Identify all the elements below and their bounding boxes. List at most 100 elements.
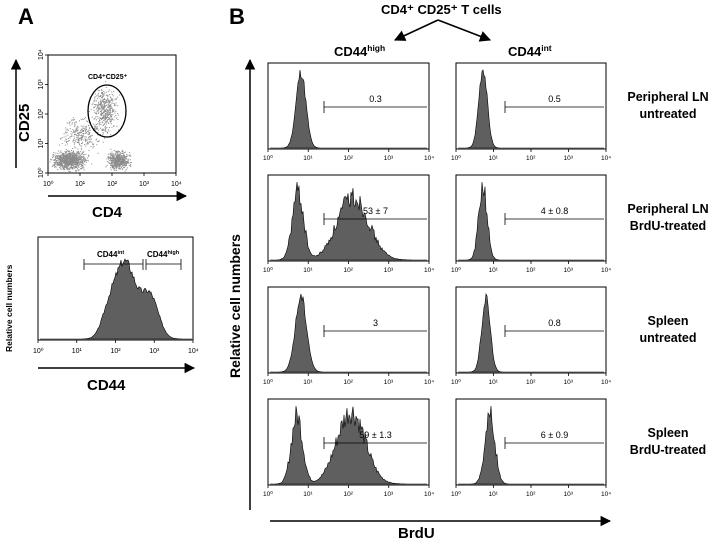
gate-value-int: 4 ± 0.8 [541, 206, 568, 216]
gate-value-high: 59 ± 1.3 [359, 430, 391, 440]
row-label-treatment: BrdU-treated [630, 219, 706, 233]
histogram-fill [458, 69, 604, 149]
panel-b-letter: B [229, 4, 245, 29]
brdu-x-tick-label: 10² [526, 155, 536, 162]
histogram-high-row-4: 59 ± 1.3 10⁰ 10¹ 10² 10³ 10⁴ [263, 398, 434, 498]
cd44-x-tick-label: 10¹ [72, 348, 83, 355]
brdu-x-tick-label: 10¹ [303, 267, 313, 274]
brdu-x-tick-label: 10³ [384, 155, 394, 162]
brdu-x-tick-label: 10¹ [489, 155, 499, 162]
gate-value-high: 53 ± 7 [363, 206, 388, 216]
row-label-tissue: Peripheral LN [627, 202, 708, 216]
brdu-x-tick-label: 10⁰ [263, 154, 273, 162]
brdu-x-tick-label: 10⁰ [263, 490, 273, 498]
cd44-x-tick-label: 10⁰ [33, 347, 44, 355]
cd4-cd25-gate [87, 84, 127, 138]
histogram-frame [455, 398, 607, 486]
gate-value-high: 3 [373, 318, 378, 328]
brdu-histogram-grid: 0.3 10⁰ 10¹ 10² 10³ 10⁴ 0.5 10⁰ 10¹ 10² 10³ 10⁴ Peri… [263, 62, 709, 498]
dotplot-x-tick-label: 10¹ [75, 181, 86, 188]
brdu-x-tick-label: 10⁴ [601, 379, 611, 386]
cd44-axis-label: CD44 [87, 377, 126, 394]
gate-value-high: 0.3 [369, 94, 382, 104]
histogram-high-row-1: 0.3 10⁰ 10¹ 10² 10³ 10⁴ [263, 62, 434, 162]
brdu-x-tick-label: 10⁴ [601, 267, 611, 274]
brdu-x-tick-label: 10⁰ [263, 378, 273, 386]
brdu-x-tick-label: 10³ [384, 379, 394, 386]
brdu-x-tick-label: 10⁴ [424, 379, 434, 386]
svg-text:CD44int: CD44int [97, 250, 124, 259]
brdu-x-tick-label: 10¹ [489, 267, 499, 274]
gate-value-int: 6 ± 0.9 [541, 430, 568, 440]
panel-b-header: CD4⁺ CD25⁺ T cells [381, 2, 502, 17]
dotplot-y-tick-label: 10¹ [38, 138, 45, 149]
cd44-histogram-fill [40, 258, 192, 340]
cd44-int-label: CD44 [97, 250, 118, 259]
svg-text:CD44high: CD44high [334, 43, 385, 59]
svg-text:CD44int: CD44int [508, 43, 552, 59]
dotplot-x-tick-label: 10² [107, 181, 118, 188]
cd4-cd25-dotplot: CD4⁺CD25⁺ 10⁰ 10¹ 10² 10³ 10⁴ 10⁰ 10¹ 10² 10³ 10… [10, 49, 188, 221]
dotplot-y-tick-label: 10⁰ [37, 167, 45, 178]
gate-label: CD4⁺CD25⁺ [88, 74, 128, 81]
arrow-to-high [393, 19, 439, 41]
dotplot-y-tick-label: 10² [38, 108, 45, 119]
brdu-x-tick-label: 10³ [564, 491, 574, 498]
histogram-int-row-3: 0.8 10⁰ 10¹ 10² 10³ 10⁴ [451, 286, 611, 386]
brdu-x-tick-label: 10⁴ [424, 491, 434, 498]
col-high-label: CD44 [334, 44, 368, 59]
brdu-x-tick-label: 10⁰ [451, 154, 461, 162]
cd4-axis-label: CD4 [92, 204, 123, 221]
col-high-sup: high [367, 43, 385, 53]
brdu-x-tick-label: 10⁴ [424, 267, 434, 274]
cd44-int-gate: CD44int [83, 250, 144, 270]
arrow-to-int [437, 19, 492, 42]
histogram-fill [458, 181, 604, 261]
cd44-x-tick-label: 10² [111, 348, 122, 355]
histogram-int-row-1: 0.5 10⁰ 10¹ 10² 10³ 10⁴ [451, 62, 611, 162]
brdu-x-tick-label: 10¹ [489, 379, 499, 386]
cd44-x-tick-label: 10³ [149, 348, 160, 355]
dotplot-events [49, 81, 132, 173]
brdu-x-tick-label: 10¹ [303, 491, 313, 498]
brdu-x-tick-label: 10¹ [489, 491, 499, 498]
brdu-x-tick-label: 10⁴ [601, 491, 611, 498]
cd44-high-sup: high [167, 250, 179, 256]
histogram-fill [270, 405, 427, 485]
dotplot-y-ticks: 10⁰ 10¹ 10² 10³ 10⁴ [37, 49, 48, 178]
histogram-fill [270, 293, 427, 373]
histogram-high-row-2: 53 ± 7 10⁰ 10¹ 10² 10³ 10⁴ [263, 174, 434, 274]
histogram-int-row-2: 4 ± 0.8 10⁰ 10¹ 10² 10³ 10⁴ [451, 174, 611, 274]
row-label-tissue: Peripheral LN [627, 90, 708, 104]
cd44-x-ticks: 10⁰ 10¹ 10² 10³ 10⁴ [33, 340, 199, 355]
dotplot-x-ticks: 10⁰ 10¹ 10² 10³ 10⁴ [43, 173, 182, 188]
svg-text:CD44high: CD44high [147, 250, 180, 259]
brdu-x-tick-label: 10⁰ [451, 378, 461, 386]
cd44-y-label: Relative cell numbers [4, 264, 14, 352]
brdu-x-tick-label: 10³ [384, 267, 394, 274]
gate-value-int: 0.5 [548, 94, 561, 104]
brdu-x-tick-label: 10⁰ [451, 266, 461, 274]
brdu-x-tick-label: 10² [526, 267, 536, 274]
histogram-fill [458, 293, 604, 373]
brdu-x-tick-label: 10² [526, 379, 536, 386]
brdu-x-tick-label: 10⁰ [451, 490, 461, 498]
brdu-x-tick-label: 10³ [564, 379, 574, 386]
cd44-int-sup: int [117, 250, 124, 256]
brdu-x-tick-label: 10³ [564, 155, 574, 162]
row-label-tissue: Spleen [648, 314, 689, 328]
panel-a-letter: A [18, 4, 34, 29]
brdu-x-tick-label: 10² [344, 155, 354, 162]
cd44-high-label: CD44 [147, 250, 168, 259]
brdu-x-tick-label: 10² [344, 379, 354, 386]
brdu-x-tick-label: 10² [344, 491, 354, 498]
histogram-fill [458, 405, 604, 485]
panel-b-x-label: BrdU [398, 525, 435, 540]
brdu-x-tick-label: 10¹ [303, 379, 313, 386]
dotplot-y-tick-label: 10⁴ [38, 49, 45, 60]
dotplot-y-tick-label: 10³ [38, 79, 45, 90]
brdu-x-tick-label: 10⁴ [424, 155, 434, 162]
brdu-x-tick-label: 10³ [384, 491, 394, 498]
col-int-label: CD44 [508, 44, 542, 59]
